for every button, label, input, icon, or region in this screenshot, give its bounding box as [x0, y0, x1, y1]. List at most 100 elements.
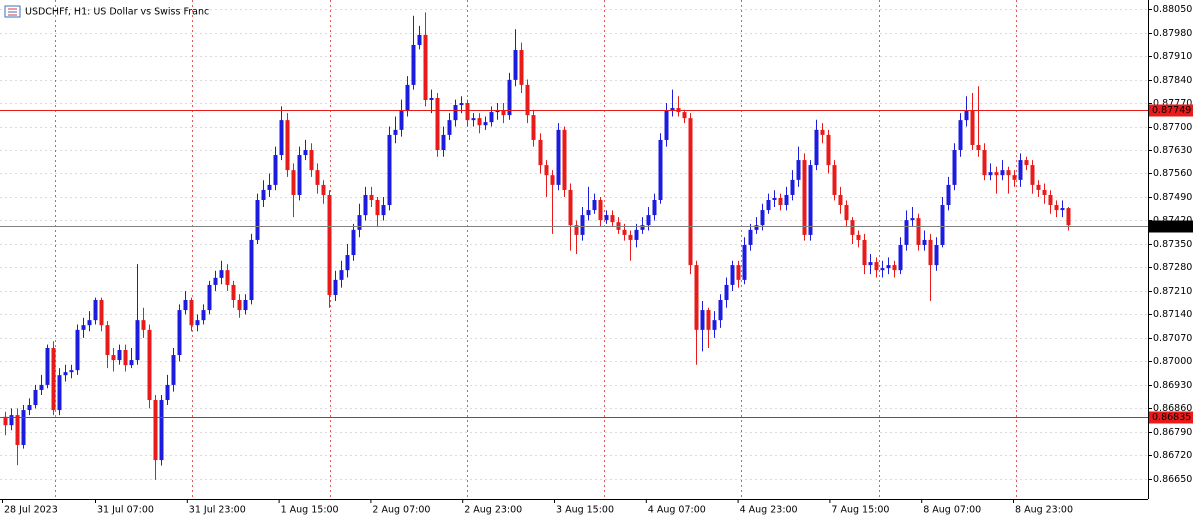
candle-body: [219, 270, 224, 278]
candle-body: [556, 129, 561, 185]
candle-body: [507, 79, 512, 116]
candle-body: [15, 415, 20, 445]
candle-body: [688, 118, 693, 266]
candle-body: [922, 239, 927, 245]
candle-body: [916, 218, 921, 245]
candle-body: [225, 270, 230, 285]
candle-body: [81, 325, 86, 330]
candle-body: [93, 300, 98, 321]
x-tick-label: 8 Aug 07:00: [923, 505, 981, 516]
candle-body: [111, 355, 116, 361]
candle-body: [57, 375, 62, 411]
candle-body: [742, 244, 747, 280]
chart-title: USDCHFf, H1: US Dollar vs Swiss Franc: [25, 7, 209, 18]
candle-body: [237, 300, 242, 311]
y-tick-label: 0.86720: [1153, 450, 1192, 461]
candle-body: [417, 34, 422, 45]
candle-body: [159, 400, 164, 461]
candle-body: [610, 215, 615, 223]
candle-body: [117, 350, 122, 361]
candle-body: [946, 184, 951, 206]
candle-body: [988, 172, 993, 176]
candle-body: [994, 172, 999, 176]
y-tick-label: 0.86860: [1153, 403, 1192, 414]
candle-body: [820, 129, 825, 135]
candle-body: [634, 229, 639, 240]
candle-body: [153, 400, 158, 461]
candle-body: [670, 108, 675, 111]
candle-body: [105, 325, 110, 356]
candle-body: [69, 370, 74, 373]
candle-body: [718, 300, 723, 321]
candle-body: [459, 103, 464, 106]
candle-body: [1060, 208, 1065, 211]
candle-body: [1024, 160, 1029, 166]
candle-body: [183, 300, 188, 311]
candle-body: [453, 105, 458, 121]
candle-body: [531, 115, 536, 140]
candle-body: [297, 155, 302, 195]
candle-body: [886, 265, 891, 269]
price-label: 0.87405: [1152, 221, 1191, 232]
candle-body: [706, 310, 711, 330]
candle-body: [279, 120, 284, 156]
candle-body: [3, 416, 8, 426]
candle-body: [964, 110, 969, 121]
candle-body: [447, 120, 452, 135]
candle-body: [982, 150, 987, 176]
candle-body: [315, 170, 320, 185]
candle-body: [1054, 205, 1059, 211]
candle-body: [1036, 184, 1041, 190]
x-tick-label: 3 Aug 15:00: [556, 505, 614, 516]
candle-body: [327, 194, 332, 295]
candle-body: [411, 44, 416, 85]
candle-body: [652, 200, 657, 216]
candle-body: [21, 410, 26, 445]
candle-body: [177, 310, 182, 356]
y-tick-label: 0.86930: [1153, 380, 1192, 391]
x-tick-label: 7 Aug 15:00: [831, 505, 889, 516]
candle-body: [550, 175, 555, 185]
candle-body: [562, 129, 567, 190]
y-tick-label: 0.86790: [1153, 427, 1192, 438]
candle-body: [189, 300, 194, 326]
candle-body: [598, 200, 603, 221]
grid: [0, 0, 1148, 499]
candle-body: [748, 229, 753, 245]
candle-body: [471, 118, 476, 121]
x-tick-label: 31 Jul 23:00: [189, 505, 246, 516]
candle-body: [435, 97, 440, 151]
y-tick-label: 0.87280: [1153, 262, 1192, 273]
candle-body: [586, 210, 591, 216]
candle-body: [766, 200, 771, 211]
candle-body: [976, 144, 981, 151]
x-tick-label: 4 Aug 07:00: [648, 505, 706, 516]
candle-body: [814, 129, 819, 166]
candle-body: [483, 122, 488, 126]
candle-body: [285, 120, 290, 171]
candle-body: [940, 205, 945, 245]
candle-body: [333, 279, 338, 295]
candle-body: [754, 225, 759, 230]
candle-body: [195, 320, 200, 326]
candle-body: [880, 268, 885, 271]
candle-body: [934, 244, 939, 266]
candle-body: [357, 215, 362, 230]
candle-body: [796, 160, 801, 180]
candle-body: [369, 194, 374, 201]
candle-body: [513, 50, 518, 80]
candle-body: [201, 310, 206, 321]
y-tick-label: 0.87910: [1153, 51, 1192, 62]
candle-body: [640, 225, 645, 230]
candle-body: [730, 265, 735, 285]
candle-body: [580, 215, 585, 235]
x-tick-label: 31 Jul 07:00: [97, 505, 154, 516]
candle-body: [51, 347, 56, 411]
x-tick-label: 1 Aug 15:00: [281, 505, 339, 516]
candle-body: [856, 234, 861, 240]
candle-body: [778, 197, 783, 206]
y-tick-label: 0.87840: [1153, 75, 1192, 86]
candle-body: [844, 205, 849, 221]
x-tick-label: 28 Jul 2023: [4, 505, 58, 516]
